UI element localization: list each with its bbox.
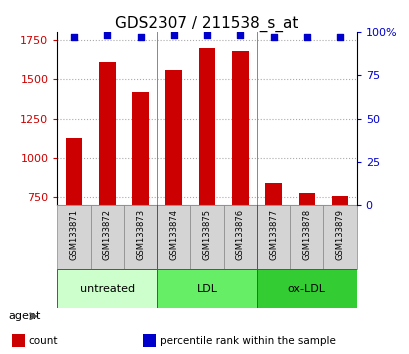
- Point: [336, 34, 342, 40]
- Text: GSM133875: GSM133875: [202, 209, 211, 259]
- Text: GSM133879: GSM133879: [335, 209, 344, 259]
- Text: GSM133877: GSM133877: [268, 209, 277, 259]
- Title: GDS2307 / 211538_s_at: GDS2307 / 211538_s_at: [115, 16, 298, 32]
- Text: GSM133876: GSM133876: [235, 209, 244, 259]
- Bar: [157, 269, 256, 308]
- Bar: [143, 334, 155, 347]
- Bar: [265, 183, 281, 205]
- Text: LDL: LDL: [196, 284, 217, 293]
- Point: [137, 34, 144, 40]
- Bar: [12, 334, 25, 347]
- Bar: [256, 205, 290, 269]
- Text: percentile rank within the sample: percentile rank within the sample: [160, 336, 335, 346]
- Bar: [65, 137, 82, 205]
- Bar: [132, 92, 148, 205]
- Bar: [124, 205, 157, 269]
- Bar: [57, 269, 157, 308]
- Bar: [198, 48, 215, 205]
- Text: GSM133871: GSM133871: [70, 209, 79, 259]
- Bar: [57, 205, 90, 269]
- Text: GSM133878: GSM133878: [301, 209, 310, 259]
- Bar: [256, 269, 356, 308]
- Text: GSM133872: GSM133872: [103, 209, 112, 259]
- Text: ox-LDL: ox-LDL: [287, 284, 325, 293]
- Point: [170, 33, 177, 38]
- Text: count: count: [29, 336, 58, 346]
- Bar: [298, 193, 315, 205]
- Text: GSM133874: GSM133874: [169, 209, 178, 259]
- Bar: [323, 205, 356, 269]
- Bar: [165, 70, 182, 205]
- Bar: [331, 196, 348, 205]
- Point: [236, 33, 243, 38]
- Bar: [157, 205, 190, 269]
- Point: [71, 34, 77, 40]
- Bar: [290, 205, 323, 269]
- Point: [303, 34, 309, 40]
- Point: [270, 34, 276, 40]
- Point: [203, 33, 210, 38]
- Bar: [223, 205, 256, 269]
- Bar: [231, 51, 248, 205]
- Bar: [90, 205, 124, 269]
- Bar: [190, 205, 223, 269]
- Text: GSM133873: GSM133873: [136, 209, 145, 259]
- Bar: [99, 62, 115, 205]
- Text: agent: agent: [8, 311, 40, 321]
- Text: untreated: untreated: [79, 284, 135, 293]
- Point: [104, 33, 110, 38]
